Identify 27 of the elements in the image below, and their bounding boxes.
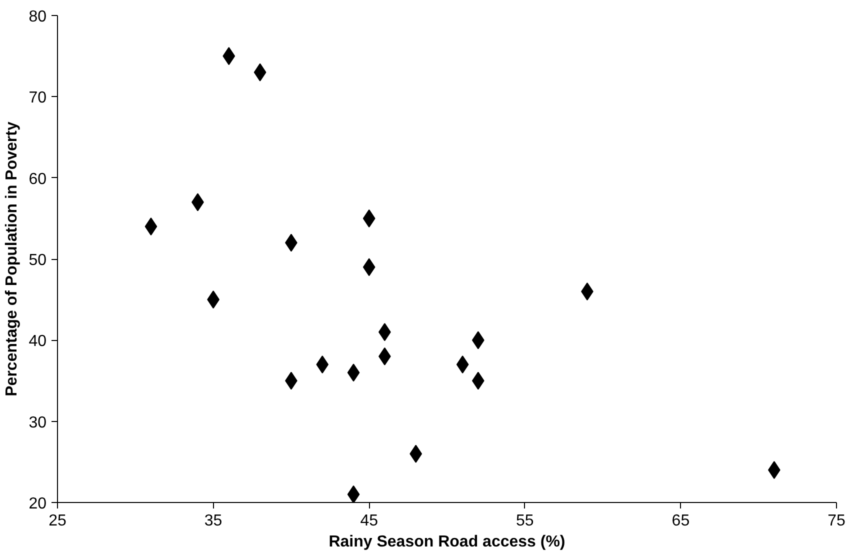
point — [316, 356, 329, 374]
point — [362, 258, 376, 276]
x-tick-label: 25 — [48, 512, 66, 530]
point — [456, 356, 469, 374]
y-tick-label: 50 — [28, 252, 47, 269]
x-axis-title: Rainy Season Road access (%) — [328, 534, 566, 550]
x-tick-label: 35 — [204, 512, 222, 530]
point — [347, 485, 360, 502]
point — [347, 364, 360, 382]
point — [362, 209, 376, 228]
point — [410, 444, 422, 463]
y-axis-title: Percentage of Population in Poverty — [4, 122, 21, 396]
y-tick-label: 70 — [28, 90, 47, 107]
y-tick-label: 40 — [28, 333, 47, 350]
x-tick-label: 65 — [672, 512, 690, 530]
y-tick-label: 60 — [28, 170, 47, 188]
x-tick-label: 45 — [360, 512, 378, 530]
point — [254, 63, 266, 82]
x-tick-label: 75 — [828, 512, 846, 530]
y-tick-label: 20 — [28, 496, 47, 512]
y-tick-label: 80 — [28, 8, 47, 26]
y-tick-label: 30 — [28, 414, 47, 432]
point — [144, 218, 158, 236]
point — [472, 372, 484, 390]
point — [472, 331, 484, 350]
x-tick-label: 55 — [516, 512, 534, 530]
point — [222, 47, 236, 66]
